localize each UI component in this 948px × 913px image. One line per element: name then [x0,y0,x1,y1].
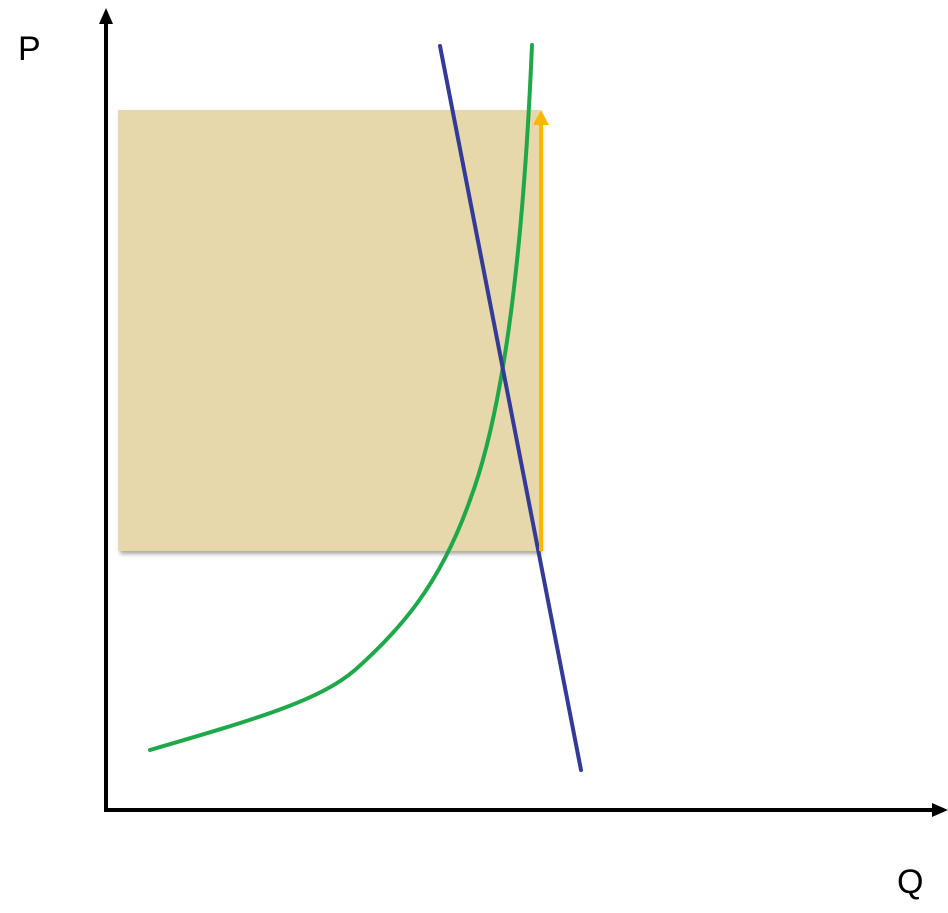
shaded-revenue-area [118,110,540,551]
quantity-axis-label: Q [897,863,923,901]
price-gap-arrowhead [533,110,549,125]
price-axis-arrowhead [99,8,113,24]
supply-curve [148,43,534,752]
price-axis-label: P [18,30,41,68]
quantity-axis-arrowhead [932,803,948,817]
demand-curve [438,44,583,772]
